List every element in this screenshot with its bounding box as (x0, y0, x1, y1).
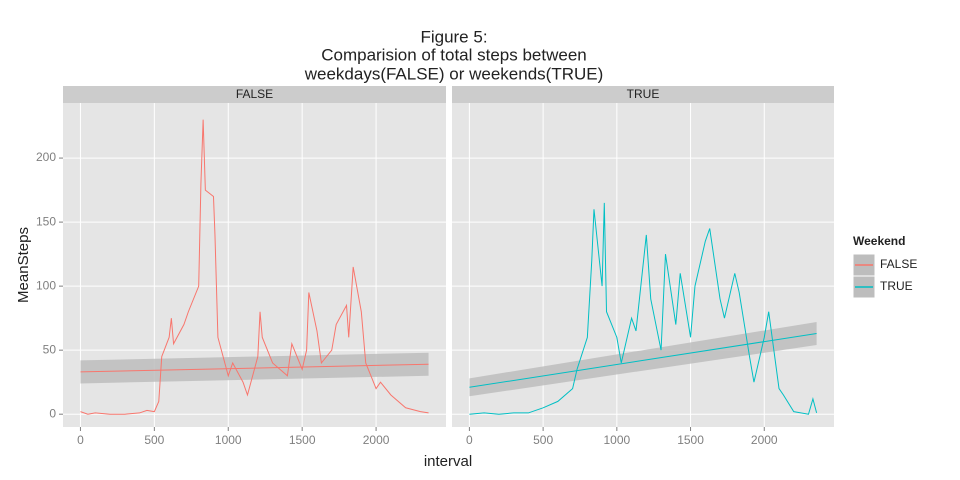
y-tick-label: 150 (36, 214, 56, 228)
x-tick-label: 0 (466, 433, 473, 447)
confidence-ribbon (469, 321, 817, 397)
legend-label: FALSE (880, 257, 917, 271)
x-tick-label: 0 (77, 433, 84, 447)
x-tick-label: 1000 (603, 433, 630, 447)
y-tick-label: 50 (43, 342, 57, 356)
y-axis-label: MeanSteps (15, 227, 32, 303)
data-line (469, 202, 818, 415)
chart-title: Figure 5: (420, 27, 487, 46)
trend-line (80, 363, 429, 373)
x-tick-label: 1000 (215, 433, 242, 447)
strip (63, 86, 446, 103)
data-line (80, 119, 429, 415)
facet-label: TRUE (627, 87, 660, 101)
x-tick-label: 500 (144, 433, 164, 447)
x-tick-label: 2000 (363, 433, 390, 447)
x-tick-label: 500 (533, 433, 553, 447)
chart-title: weekdays(FALSE) or weekends(TRUE) (304, 64, 604, 83)
chart-title: Comparision of total steps between (321, 45, 587, 64)
x-tick-label: 1500 (289, 433, 316, 447)
trend-line (469, 333, 817, 388)
y-tick-label: 0 (49, 406, 56, 420)
x-tick-label: 2000 (751, 433, 778, 447)
legend-label: TRUE (880, 279, 913, 293)
y-tick-label: 100 (36, 278, 56, 292)
x-axis-label: interval (424, 453, 472, 470)
y-tick-label: 200 (36, 150, 56, 164)
strip (452, 86, 834, 103)
x-tick-label: 1500 (677, 433, 704, 447)
facet-label: FALSE (236, 87, 273, 101)
legend-title: Weekend (853, 234, 905, 248)
